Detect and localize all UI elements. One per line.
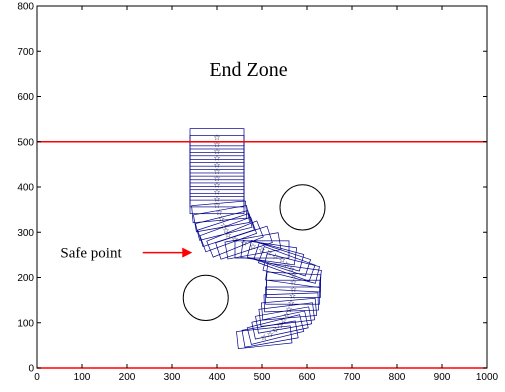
y-tick-label-2: 200 [17,273,34,284]
path-point-22: ☆ [279,255,286,264]
path-point-23: ☆ [283,260,290,269]
path-point-18: ☆ [249,242,256,251]
path-point-19: ☆ [258,245,265,254]
footprint-11 [191,200,248,224]
footprint-32 [255,306,313,334]
y-tick-label-0: 0 [28,364,34,375]
path-point-3: ☆ [213,154,220,163]
safe-point-label: Safe point [60,246,122,262]
path-point-5: ☆ [213,167,220,176]
safe-point-arrow-head [182,247,193,258]
y-tick-label-6: 600 [17,92,34,103]
path-point-25: ☆ [290,271,297,280]
path-point-28: ☆ [289,292,296,301]
y-tick-label-4: 400 [17,183,34,194]
path-point-34: ☆ [272,326,279,335]
path-point-27: ☆ [290,285,297,294]
obstacle-1 [182,274,229,321]
footprint-36 [236,325,293,349]
path-point-1: ☆ [213,140,220,149]
path-point-10: ☆ [213,201,220,210]
footprint-21 [246,240,305,272]
footprint-14 [197,213,255,247]
path-point-12: ☆ [218,215,225,224]
path-point-33: ☆ [276,321,283,330]
path-point-24: ☆ [288,264,295,273]
path-point-32: ☆ [280,316,287,325]
x-tick-label-8: 800 [389,372,406,383]
path-point-4: ☆ [213,160,220,169]
footprint-35 [241,320,299,348]
footprint-29 [263,292,319,313]
annotations: End Zone Safe point [60,59,287,261]
path-point-13: ☆ [220,221,227,230]
axis-ticks: 0 100 200 300 400 500 600 700 800 900 1000 0 100 200 3… [17,2,498,384]
x-tick-label-3: 300 [164,372,181,383]
x-tick-label-4: 400 [209,372,226,383]
footprint-31 [258,302,315,327]
end-zone-label: End Zone [209,59,287,81]
footprint-33 [251,310,309,340]
y-tick-label-8: 800 [17,2,34,13]
path-point-29: ☆ [288,298,295,307]
y-tick-label-1: 100 [17,318,34,329]
obstacles [182,184,326,321]
path-point-15: ☆ [225,231,232,240]
y-tick-label-5: 500 [17,137,34,148]
x-tick-label-6: 600 [299,372,316,383]
path-point-36: ☆ [261,333,268,342]
path-point-14: ☆ [222,226,229,235]
path-point-17: ☆ [240,239,247,248]
path-point-26: ☆ [290,278,297,287]
path-point-7: ☆ [213,181,220,190]
path-point-35: ☆ [267,330,274,339]
path-point-6: ☆ [213,174,220,183]
x-tick-label-9: 900 [434,372,451,383]
footprint-23 [257,246,316,282]
path-point-9: ☆ [213,194,220,203]
footprint-25 [265,262,322,288]
robot-footprints: ☆☆☆☆☆☆☆☆☆☆☆☆☆☆☆☆☆ ☆ ☆ ☆ ☆ ☆ ☆☆☆☆☆☆☆☆☆☆☆☆☆☆☆ [189,128,322,349]
x-tick-label-0: 0 [34,372,40,383]
footprint-16 [206,220,264,258]
path-point-20: ☆ [265,249,272,258]
footprint-20 [240,239,298,266]
y-tick-label-7: 700 [17,47,34,58]
x-tick-label-10: 1000 [476,372,499,383]
footprint-22 [253,242,312,277]
footprint-10 [189,196,245,215]
footprint-34 [246,314,305,345]
path-point-31: ☆ [283,311,290,320]
path-point-2: ☆ [213,147,220,156]
path-point-30: ☆ [285,305,292,314]
path-point-16: ☆ [231,235,238,244]
footprint-28 [265,286,320,305]
x-tick-label-1: 100 [74,372,91,383]
obstacle-0 [279,184,326,231]
x-tick-label-5: 500 [254,372,271,383]
path-point-0: ☆ [213,133,220,142]
path-point-8: ☆ [213,188,220,197]
path-point-11: ☆ [216,208,223,217]
footprint-27 [266,279,321,298]
footprint-30 [260,297,318,321]
x-tick-label-7: 700 [344,372,361,383]
footprint-15 [199,216,258,253]
y-tick-label-3: 300 [17,228,34,239]
x-tick-label-2: 200 [119,372,136,383]
footprint-19 [234,240,290,259]
path-point-21: ☆ [272,252,279,261]
